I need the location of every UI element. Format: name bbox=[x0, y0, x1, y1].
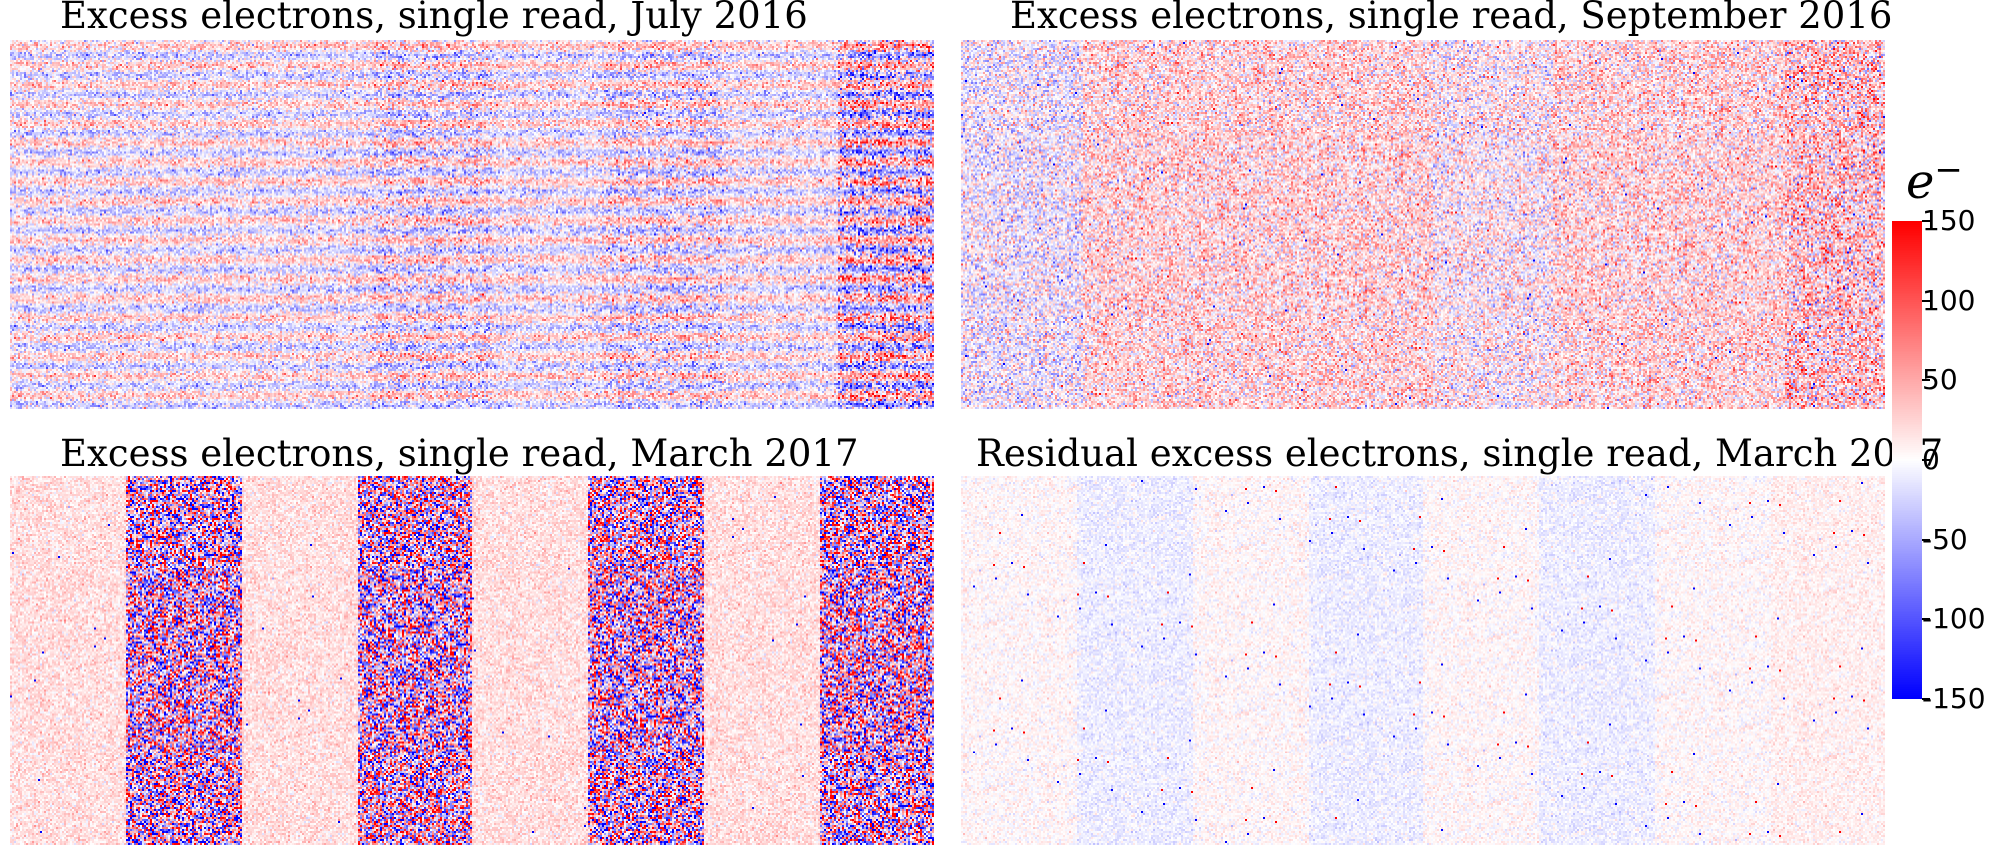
colorbar-tick-mark bbox=[1922, 618, 1930, 621]
colorbar-tick-label: 100 bbox=[1922, 283, 1976, 317]
panel-title-residual-march-2017: Residual excess electrons, single read, … bbox=[976, 432, 1944, 475]
colorbar-tick-mark bbox=[1922, 538, 1930, 541]
heatmap-canvas-march-2017 bbox=[10, 476, 934, 845]
heatmap-canvas-july-2016 bbox=[10, 40, 934, 409]
colorbar-unit: e bbox=[1906, 154, 1935, 210]
colorbar-tick-mark bbox=[1922, 299, 1930, 302]
colorbar-tick-label: -150 bbox=[1922, 682, 1986, 715]
colorbar-unit-label: e− bbox=[1906, 150, 1963, 210]
colorbar-tick-mark bbox=[1922, 459, 1930, 461]
colorbar-gradient bbox=[1892, 221, 1922, 699]
colorbar-tick-label: -50 bbox=[1922, 522, 1968, 556]
colorbar-tick-mark bbox=[1922, 379, 1930, 382]
panel-title-march-2017: Excess electrons, single read, March 201… bbox=[60, 432, 859, 475]
colorbar-tick-mark bbox=[1922, 220, 1930, 222]
colorbar-tick-label: 150 bbox=[1922, 204, 1976, 237]
panel-title-july-2016: Excess electrons, single read, July 2016 bbox=[60, 0, 808, 37]
heatmap-september-2016 bbox=[961, 40, 1885, 409]
colorbar bbox=[1892, 221, 1922, 699]
heatmap-canvas-residual-march-2017 bbox=[961, 476, 1885, 845]
panel-title-september-2016: Excess electrons, single read, September… bbox=[1010, 0, 1893, 37]
heatmap-march-2017 bbox=[10, 476, 934, 845]
colorbar-tick-mark bbox=[1922, 698, 1930, 700]
heatmap-canvas-september-2016 bbox=[961, 40, 1885, 409]
colorbar-tick-label: 50 bbox=[1922, 363, 1958, 397]
heatmap-residual-march-2017 bbox=[961, 476, 1885, 845]
heatmap-july-2016 bbox=[10, 40, 934, 409]
colorbar-tick-label: -100 bbox=[1922, 602, 1986, 636]
colorbar-tick-label: 0 bbox=[1922, 443, 1940, 476]
colorbar-unit-superscript: − bbox=[1934, 150, 1963, 190]
